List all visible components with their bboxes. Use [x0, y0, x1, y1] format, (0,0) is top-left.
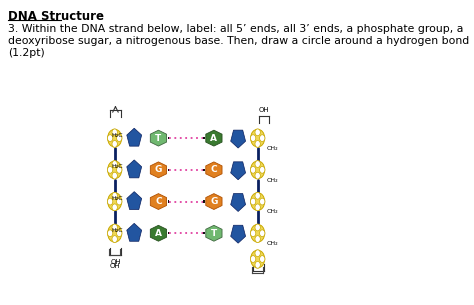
Circle shape: [108, 129, 122, 147]
Circle shape: [108, 135, 113, 142]
Polygon shape: [206, 194, 222, 210]
Circle shape: [255, 236, 260, 242]
Polygon shape: [231, 194, 246, 211]
Circle shape: [112, 129, 118, 136]
Circle shape: [117, 198, 122, 205]
Text: 3. Within the DNA strand below, label: all 5’ ends, all 3’ ends, a phosphate gro: 3. Within the DNA strand below, label: a…: [9, 24, 464, 34]
Text: CH₂: CH₂: [267, 210, 279, 214]
Circle shape: [117, 167, 122, 173]
Circle shape: [255, 141, 260, 147]
Polygon shape: [150, 162, 166, 178]
Polygon shape: [150, 130, 166, 146]
Text: C: C: [155, 197, 162, 206]
Polygon shape: [127, 128, 142, 146]
Circle shape: [260, 230, 265, 237]
Polygon shape: [206, 130, 222, 146]
Text: CH₂: CH₂: [267, 178, 279, 183]
Text: H₂C: H₂C: [112, 164, 123, 169]
Polygon shape: [150, 225, 166, 241]
Circle shape: [251, 129, 264, 147]
Text: DNA Structure: DNA Structure: [9, 10, 104, 23]
Polygon shape: [206, 225, 222, 241]
Bar: [168, 169, 169, 171]
Text: CH₂: CH₂: [267, 146, 279, 151]
Circle shape: [108, 198, 113, 205]
Text: deoxyribose sugar, a nitrogenous base. Then, draw a circle around a hydrogen bon: deoxyribose sugar, a nitrogenous base. T…: [9, 36, 470, 46]
Polygon shape: [231, 225, 246, 243]
Circle shape: [112, 204, 118, 211]
Polygon shape: [127, 192, 142, 210]
Text: CH₂: CH₂: [267, 241, 279, 246]
Circle shape: [255, 224, 260, 231]
Circle shape: [112, 224, 118, 231]
Circle shape: [255, 161, 260, 167]
Bar: [203, 169, 205, 171]
Bar: [168, 137, 169, 139]
Circle shape: [250, 135, 256, 142]
Circle shape: [251, 224, 264, 242]
Circle shape: [260, 167, 265, 173]
Circle shape: [250, 198, 256, 205]
Bar: [203, 232, 205, 234]
Circle shape: [108, 224, 122, 242]
Text: T: T: [155, 134, 162, 143]
Circle shape: [112, 172, 118, 179]
Circle shape: [112, 141, 118, 147]
Text: OH: OH: [259, 107, 269, 113]
Bar: [203, 200, 205, 203]
Text: C: C: [210, 165, 217, 174]
Text: G: G: [210, 197, 218, 206]
Polygon shape: [150, 194, 166, 210]
Circle shape: [250, 230, 256, 237]
Polygon shape: [127, 160, 142, 178]
Polygon shape: [231, 162, 246, 180]
Polygon shape: [127, 223, 142, 241]
Text: H₂C: H₂C: [112, 196, 123, 201]
Circle shape: [260, 256, 265, 262]
Circle shape: [108, 167, 113, 173]
Circle shape: [117, 230, 122, 237]
Circle shape: [112, 192, 118, 199]
Bar: [168, 232, 169, 234]
Circle shape: [255, 204, 260, 211]
Circle shape: [108, 193, 122, 210]
Circle shape: [255, 250, 260, 257]
Circle shape: [250, 256, 256, 262]
Circle shape: [255, 172, 260, 179]
Circle shape: [251, 250, 264, 268]
Circle shape: [260, 198, 265, 205]
Circle shape: [112, 236, 118, 242]
Text: G: G: [155, 165, 162, 174]
Text: H₂C: H₂C: [112, 133, 123, 138]
Text: OH: OH: [109, 263, 120, 269]
Text: A: A: [210, 134, 218, 143]
Circle shape: [255, 129, 260, 136]
Polygon shape: [231, 130, 246, 148]
Text: (1.2pt): (1.2pt): [9, 48, 45, 58]
Bar: [168, 200, 169, 203]
Circle shape: [255, 261, 260, 268]
Circle shape: [255, 192, 260, 199]
Circle shape: [250, 167, 256, 173]
Circle shape: [108, 161, 122, 179]
Text: A: A: [155, 229, 162, 238]
Circle shape: [260, 135, 265, 142]
Circle shape: [108, 230, 113, 237]
Text: OH: OH: [110, 259, 121, 265]
Text: H₂C: H₂C: [112, 228, 123, 233]
Circle shape: [251, 161, 264, 179]
Circle shape: [112, 161, 118, 167]
Circle shape: [117, 135, 122, 142]
Bar: [203, 137, 205, 139]
Text: T: T: [211, 229, 217, 238]
Circle shape: [251, 193, 264, 210]
Polygon shape: [206, 162, 222, 178]
